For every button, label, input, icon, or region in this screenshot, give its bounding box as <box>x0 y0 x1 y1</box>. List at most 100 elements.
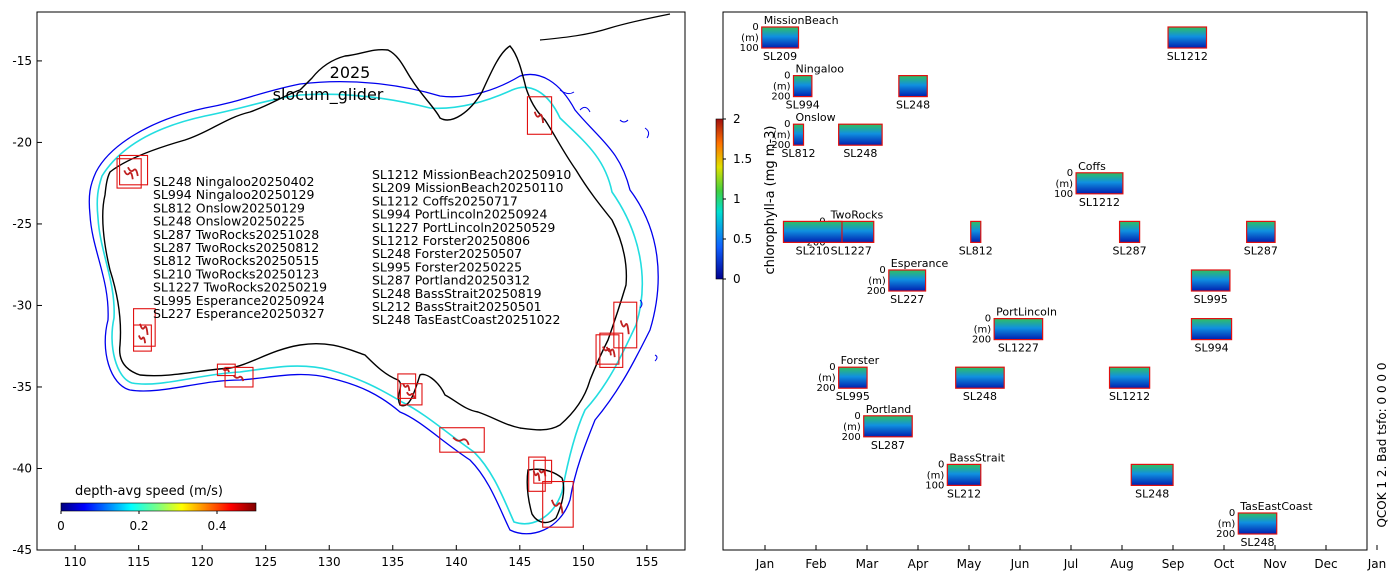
track-box <box>133 324 152 352</box>
deployment-entry: SL248 Ningaloo20250402 <box>153 174 314 189</box>
glider-track <box>452 436 470 446</box>
depth-top-label: 0 <box>752 22 758 33</box>
deployment-entry: SL1227 PortLincoln20250529 <box>372 220 555 235</box>
map-y-tick-label: -20 <box>12 135 32 149</box>
depth-top-label: 0 <box>1229 508 1235 519</box>
deployment-entry: SL1212 Forster20250806 <box>372 233 530 248</box>
deployment-entry: SL1227 TwoRocks20250219 <box>153 280 327 295</box>
month-label: Jul <box>1063 557 1078 571</box>
track-box <box>116 158 142 189</box>
depth-max-label: 200 <box>1216 529 1235 540</box>
site-section: SL248 TasEastCoast 0(m)200 <box>1216 500 1313 549</box>
track-box <box>216 363 236 377</box>
chl-section <box>970 221 981 243</box>
month-label: Oct <box>1214 557 1235 571</box>
track-box <box>526 96 553 135</box>
glider-section: SL248 <box>1130 463 1174 500</box>
glider-label: SL287 <box>871 439 905 452</box>
chl-colorbar-tick-label: 0 <box>733 272 741 286</box>
speed-colorbar-ticks: 0 0.2 0.4 <box>57 511 227 533</box>
depth-max-label: 100 <box>1054 189 1073 200</box>
chl-section-frame <box>782 220 843 243</box>
chl-section <box>1076 172 1123 194</box>
deployment-entry: SL227 Esperance20250327 <box>153 306 325 321</box>
glider-section: SL287 <box>1113 220 1147 257</box>
glider-label: SL1212 <box>1167 50 1208 63</box>
glider-label: SL1227 <box>998 342 1039 355</box>
glider-label: SL1227 <box>831 244 872 257</box>
chl-section <box>955 367 1005 389</box>
map-axes-frame <box>36 11 686 551</box>
depth-top-label: 0 <box>985 314 991 325</box>
map-x-tick-label: 120 <box>191 555 214 569</box>
chl-section-frame <box>1075 172 1124 195</box>
chl-section <box>1109 367 1150 389</box>
month-label: Mar <box>856 557 879 571</box>
chl-section <box>793 75 812 97</box>
map-y-tick-label: -30 <box>12 298 32 312</box>
glider-label: SL994 <box>786 99 820 112</box>
glider-track <box>619 320 630 335</box>
chl-section-frame <box>1108 366 1151 389</box>
chl-section <box>1191 318 1232 340</box>
deployment-entry: SL248 Onslow20250225 <box>153 214 305 229</box>
glider-label: SL1212 <box>1109 390 1150 403</box>
track-box <box>397 373 417 399</box>
glider-label: SL212 <box>947 487 981 500</box>
depth-max-label: 200 <box>771 92 790 103</box>
glider-label: SL995 <box>1194 293 1228 306</box>
chl-section <box>761 27 799 48</box>
site-section: SL995 Forster 0(m)200 <box>817 354 880 403</box>
glider-track <box>533 111 545 124</box>
map-x-tick-label: 135 <box>381 555 404 569</box>
glider-track <box>123 170 134 180</box>
timeline-sites: SL209MissionBeach0(m)100SL994Ningaloo0(m… <box>740 14 1314 549</box>
site-section: SL1227 PortLincoln 0(m)200 <box>972 306 1057 355</box>
chl-section <box>838 367 868 389</box>
site-name: Esperance <box>891 257 949 270</box>
deployment-entry: SL210 TwoRocks20250123 <box>153 266 319 281</box>
glider-section: SL1212 <box>1108 366 1151 403</box>
track-box <box>224 366 254 388</box>
depth-max-label: 100 <box>740 43 759 54</box>
site-name: Forster <box>841 354 880 367</box>
depth-max-label: 200 <box>972 335 991 346</box>
map-x-tick-label: 145 <box>508 555 531 569</box>
chl-section <box>1119 221 1140 243</box>
map-axes-background <box>37 12 685 550</box>
track-box <box>528 456 546 492</box>
chl-colorbar-tick-label: 1.5 <box>733 152 752 166</box>
speed-colorbar <box>60 502 257 512</box>
glider-track <box>127 166 139 177</box>
glider-section: SL248 <box>955 366 1005 403</box>
depth-top-label: 0 <box>938 459 944 470</box>
chl-section-frame <box>1190 318 1233 341</box>
depth-unit-label: (m) <box>1056 179 1074 190</box>
glider-label: SL209 <box>763 50 797 63</box>
glider-label: SL248 <box>963 390 997 403</box>
chl-section <box>838 124 883 146</box>
chl-section <box>1131 464 1174 486</box>
deployment-entry: SL209 MissionBeach20250110 <box>372 180 563 195</box>
map-x-tick-label: 125 <box>254 555 277 569</box>
deployment-entry: SL287 TwoRocks20251028 <box>153 227 319 242</box>
glider-label: SL812 <box>781 147 815 160</box>
map-x-tick-label: 150 <box>572 555 595 569</box>
glider-section: SL1212 <box>1167 26 1208 63</box>
chl-section-frame <box>1246 220 1276 243</box>
glider-label: SL995 <box>836 390 870 403</box>
chl-section <box>898 75 928 97</box>
month-label: May <box>957 557 982 571</box>
chl-section <box>1168 27 1207 48</box>
coastline-tasmania <box>526 468 565 524</box>
chl-section <box>1238 513 1277 534</box>
deployment-entry: SL287 Portland20250312 <box>372 273 530 288</box>
chl-section-frame <box>898 74 928 98</box>
track-box <box>595 334 620 365</box>
deployment-entry: SL248 TasEastCoast20251022 <box>372 312 561 327</box>
glider-section: SL812 <box>959 220 993 257</box>
depth-max-label: 200 <box>867 286 886 297</box>
depth-top-label: 0 <box>784 71 790 82</box>
chl-section-frame <box>1237 512 1278 535</box>
site-name: Coffs <box>1078 160 1106 173</box>
